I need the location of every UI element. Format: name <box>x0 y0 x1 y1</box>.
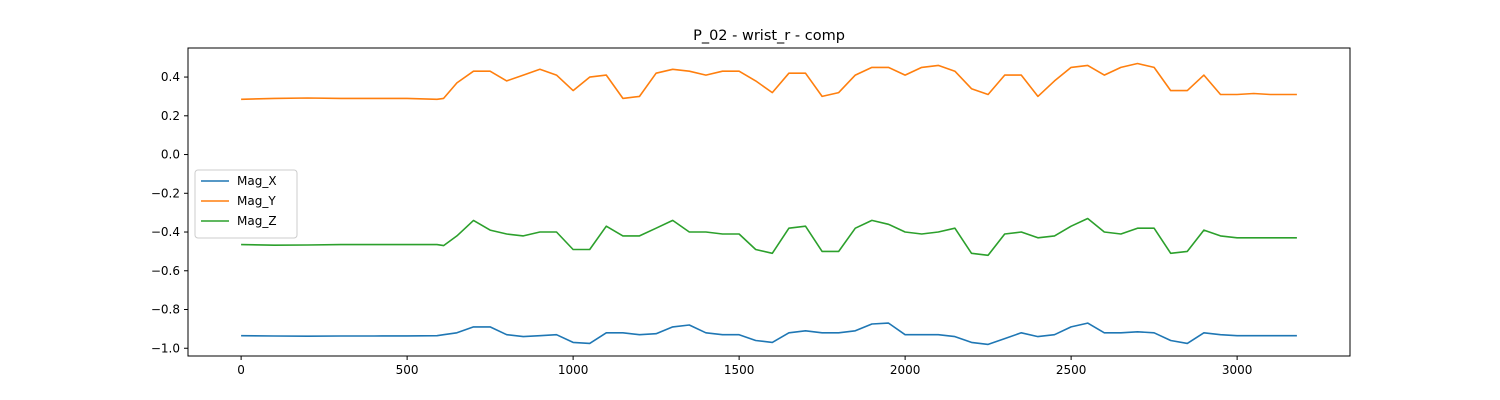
y-tick-label: 0.4 <box>161 70 180 84</box>
series-line-mag-z <box>241 217 1297 257</box>
y-tick-label: 0.0 <box>161 148 180 162</box>
x-tick-label: 2000 <box>890 363 921 377</box>
legend-label: Mag_X <box>237 174 277 188</box>
series-line-mag-y <box>241 62 1297 101</box>
x-tick-label: 1000 <box>558 363 589 377</box>
legend-label: Mag_Z <box>237 214 277 228</box>
x-tick-label: 3000 <box>1222 363 1253 377</box>
plot-frame <box>187 47 1351 357</box>
y-tick-label: −0.8 <box>151 303 180 317</box>
y-tick-label: 0.2 <box>161 109 180 123</box>
x-tick-label: 500 <box>396 363 419 377</box>
x-tick-label: 2500 <box>1056 363 1087 377</box>
y-tick-label: −0.4 <box>151 225 180 239</box>
y-tick-label: −0.6 <box>151 264 180 278</box>
y-tick-label: −0.2 <box>151 186 180 200</box>
legend-label: Mag_Y <box>237 194 276 208</box>
x-tick-label: 0 <box>237 363 245 377</box>
series-line-mag-x <box>241 322 1297 346</box>
chart-title: P_02 - wrist_r - comp <box>693 28 845 44</box>
y-tick-label: −1.0 <box>151 341 180 355</box>
x-tick-label: 1500 <box>724 363 755 377</box>
